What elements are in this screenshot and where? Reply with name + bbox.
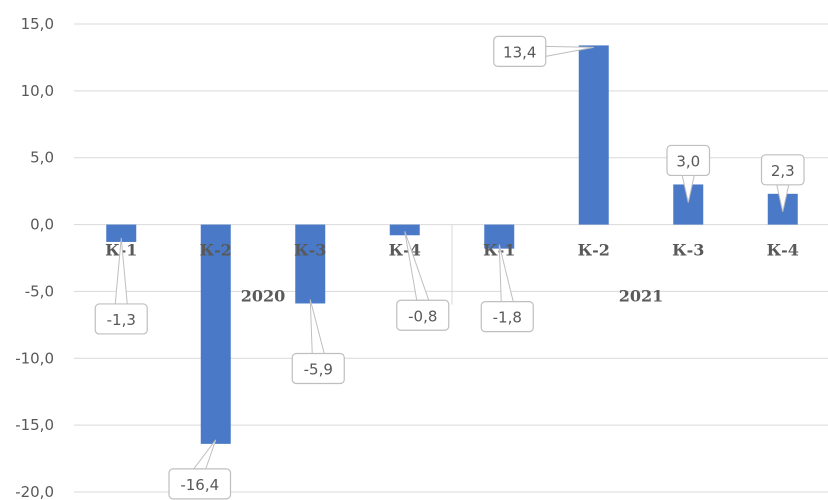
- bar: [295, 224, 326, 304]
- callout-box: [760, 154, 805, 186]
- y-tick-label: -20,0: [15, 483, 54, 500]
- data-label: -5,9: [304, 360, 333, 378]
- callout-pointer: [192, 439, 217, 470]
- y-tick-label: 5,0: [30, 149, 54, 167]
- gridlines: [74, 23, 828, 493]
- x-tick-label: К-3: [672, 241, 704, 260]
- bar: [578, 45, 609, 225]
- group-label: 2020: [241, 287, 286, 306]
- data-label: 3,0: [676, 152, 700, 170]
- data-labels: -1,3 -16,4 -5,9 -0,8 -1,8 13,4 3,0 2,3: [94, 35, 805, 500]
- data-label: 13,4: [503, 43, 536, 61]
- bar: [389, 224, 420, 236]
- callout-box: [493, 35, 547, 67]
- bars: [106, 45, 798, 444]
- x-tick-label: К-2: [200, 241, 232, 260]
- callout-box: [480, 301, 534, 333]
- data-label: -16,4: [180, 476, 219, 494]
- data-label: -0,8: [408, 307, 437, 325]
- callout-box: [94, 303, 148, 335]
- callout-box: [168, 468, 232, 500]
- x-tick-label: К-2: [578, 241, 610, 260]
- data-label: -1,8: [493, 309, 522, 327]
- x-tick-label: К-3: [294, 241, 326, 260]
- x-tick-label: К-4: [767, 241, 799, 260]
- bar: [106, 224, 137, 242]
- x-tick-label: К-4: [389, 241, 421, 260]
- y-tick-label: -5,0: [25, 282, 54, 300]
- y-axis: 15,0 10,0 5,0 0,0 -5,0 -10,0 -15,0 -20,0: [15, 15, 54, 500]
- group-label: 2021: [619, 287, 664, 306]
- y-tick-label: 15,0: [21, 15, 54, 33]
- y-tick-label: -10,0: [15, 349, 54, 367]
- data-label: -1,3: [107, 311, 136, 329]
- y-tick-label: -15,0: [15, 416, 54, 434]
- y-tick-label: 0,0: [30, 216, 54, 234]
- callout-pointer: [309, 299, 325, 354]
- callout-box: [396, 299, 450, 331]
- bar: [200, 224, 231, 444]
- y-tick-label: 10,0: [21, 82, 54, 100]
- callout-box: [291, 352, 345, 385]
- callout-box: [666, 144, 711, 177]
- data-label: 2,3: [771, 162, 795, 180]
